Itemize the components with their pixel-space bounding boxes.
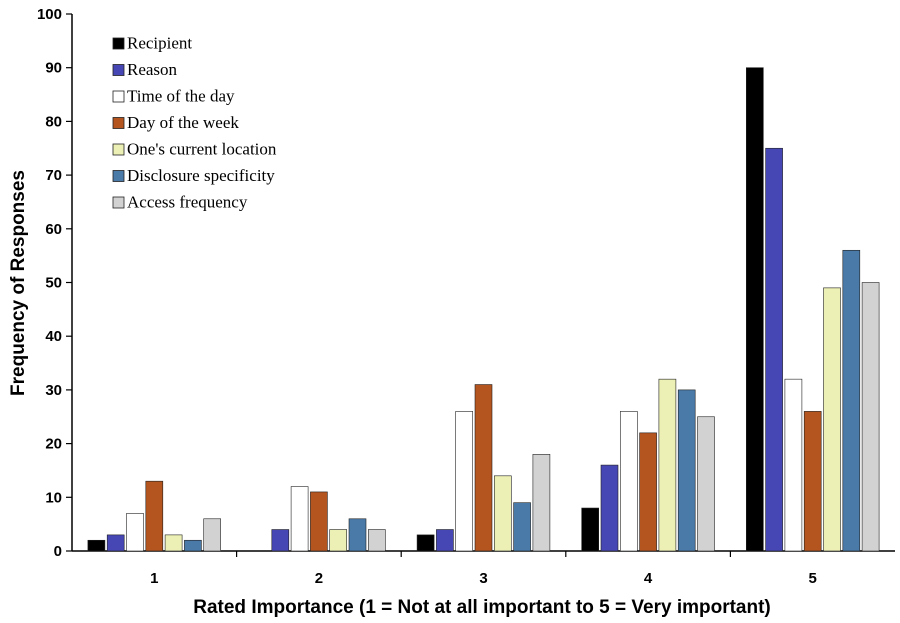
y-tick-label: 20	[45, 436, 62, 453]
bar	[106, 534, 125, 552]
bar	[367, 529, 386, 552]
bar	[677, 389, 696, 552]
y-tick-label: 60	[45, 221, 62, 238]
bar	[784, 378, 803, 552]
bar	[87, 539, 106, 552]
bar	[842, 249, 861, 552]
legend-swatch	[112, 143, 125, 156]
bar	[290, 486, 309, 552]
legend-label: Recipient	[127, 34, 192, 53]
y-tick-label: 50	[45, 275, 62, 292]
x-tick-label: 5	[809, 570, 817, 587]
x-tick-label: 3	[479, 570, 487, 587]
bar	[310, 491, 328, 552]
legend-label: Disclosure specificity	[127, 166, 275, 185]
y-tick-label: 10	[45, 489, 62, 506]
x-tick-label: 4	[644, 570, 653, 587]
legend-swatch	[112, 196, 125, 209]
x-tick-label: 2	[315, 570, 323, 587]
bar	[184, 539, 202, 552]
y-tick-label: 80	[45, 113, 62, 130]
y-tick-label: 30	[45, 382, 62, 399]
legend-label: One's current location	[127, 140, 277, 159]
bars	[87, 67, 880, 552]
bar	[164, 534, 183, 552]
bar	[436, 529, 454, 552]
legend-label: Time of the day	[127, 87, 235, 106]
legend-swatch	[112, 37, 125, 50]
legend-label: Day of the week	[127, 113, 239, 132]
y-tick-label: 90	[45, 60, 62, 77]
bar	[126, 513, 144, 552]
bar	[861, 282, 880, 552]
bar	[474, 384, 493, 552]
legend-swatch	[112, 170, 125, 182]
bar	[145, 480, 164, 552]
y-tick-label: 40	[45, 328, 62, 345]
bar	[416, 534, 435, 552]
y-axis-title: Frequency of Responses	[8, 170, 29, 396]
bar	[600, 464, 619, 552]
bar	[823, 287, 841, 552]
bar	[697, 416, 715, 552]
legend-swatch	[112, 90, 125, 103]
bar	[658, 378, 677, 552]
bar	[513, 502, 531, 552]
legend-label: Reason	[127, 60, 178, 79]
bar	[745, 67, 764, 552]
bar	[803, 411, 822, 552]
y-tick-label: 0	[54, 543, 62, 560]
bar	[765, 147, 783, 552]
bar	[639, 432, 657, 552]
x-tick-label: 1	[150, 570, 158, 587]
bar	[581, 507, 600, 552]
legend-swatch	[112, 117, 125, 129]
bar	[619, 411, 638, 552]
y-tick-label: 70	[45, 167, 62, 184]
bar	[493, 475, 512, 552]
bar	[271, 529, 290, 552]
legend-label: Access frequency	[127, 193, 248, 212]
bar	[348, 518, 367, 552]
legend: Recipient Reason Time of the day Day of the…	[112, 34, 277, 212]
bar	[203, 518, 221, 552]
legend-swatch	[112, 64, 125, 76]
x-axis-title: Rated Importance (1 = Not at all importa…	[193, 597, 771, 618]
bar	[455, 411, 474, 552]
bar	[329, 529, 348, 552]
bar	[532, 454, 551, 552]
y-tick-label: 100	[37, 6, 62, 23]
